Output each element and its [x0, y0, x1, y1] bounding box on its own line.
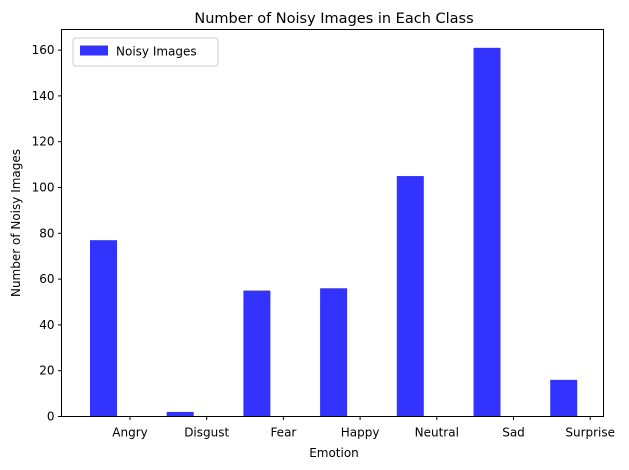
y-tick-label: 0 [47, 410, 55, 424]
bar-happy [320, 288, 348, 417]
y-tick-label: 120 [32, 135, 55, 149]
x-tick-label: Surprise [565, 426, 615, 440]
bars-layer [90, 47, 578, 417]
plot-frame [61, 29, 604, 417]
legend-label: Noisy Images [116, 45, 197, 59]
bar-fear [243, 290, 271, 417]
chart-title: Number of Noisy Images in Each Class [194, 11, 473, 27]
y-tick-label: 40 [39, 318, 54, 332]
x-tick-label: Happy [341, 426, 380, 440]
y-tick-label: 80 [39, 226, 54, 240]
y-tick-label: 20 [39, 364, 54, 378]
y-axis-label: Number of Noisy Images [9, 149, 23, 297]
bar-neutral [396, 176, 424, 417]
legend: Noisy Images [72, 37, 219, 67]
x-axis-label: Emotion [309, 446, 359, 460]
x-axis: Angry Disgust Fear Happy Neutral Sad Surprise [112, 416, 615, 440]
bar-disgust [166, 411, 194, 417]
bar-angry [90, 240, 117, 417]
y-tick-label: 100 [32, 181, 55, 195]
x-tick-label: Angry [112, 426, 147, 440]
bar-sad [473, 47, 501, 417]
y-tick-label: 60 [39, 272, 54, 286]
y-tick-label: 160 [32, 43, 55, 57]
y-axis: 0 20 40 60 80 100 120 140 160 [32, 43, 62, 424]
legend-box [72, 37, 219, 67]
x-tick-label: Sad [502, 426, 525, 440]
x-tick-label: Neutral [415, 426, 459, 440]
x-tick-label: Fear [270, 426, 296, 440]
legend-swatch [80, 45, 108, 56]
y-tick-label: 140 [32, 89, 55, 103]
x-tick-label: Disgust [184, 426, 229, 440]
bar-surprise [550, 379, 578, 417]
